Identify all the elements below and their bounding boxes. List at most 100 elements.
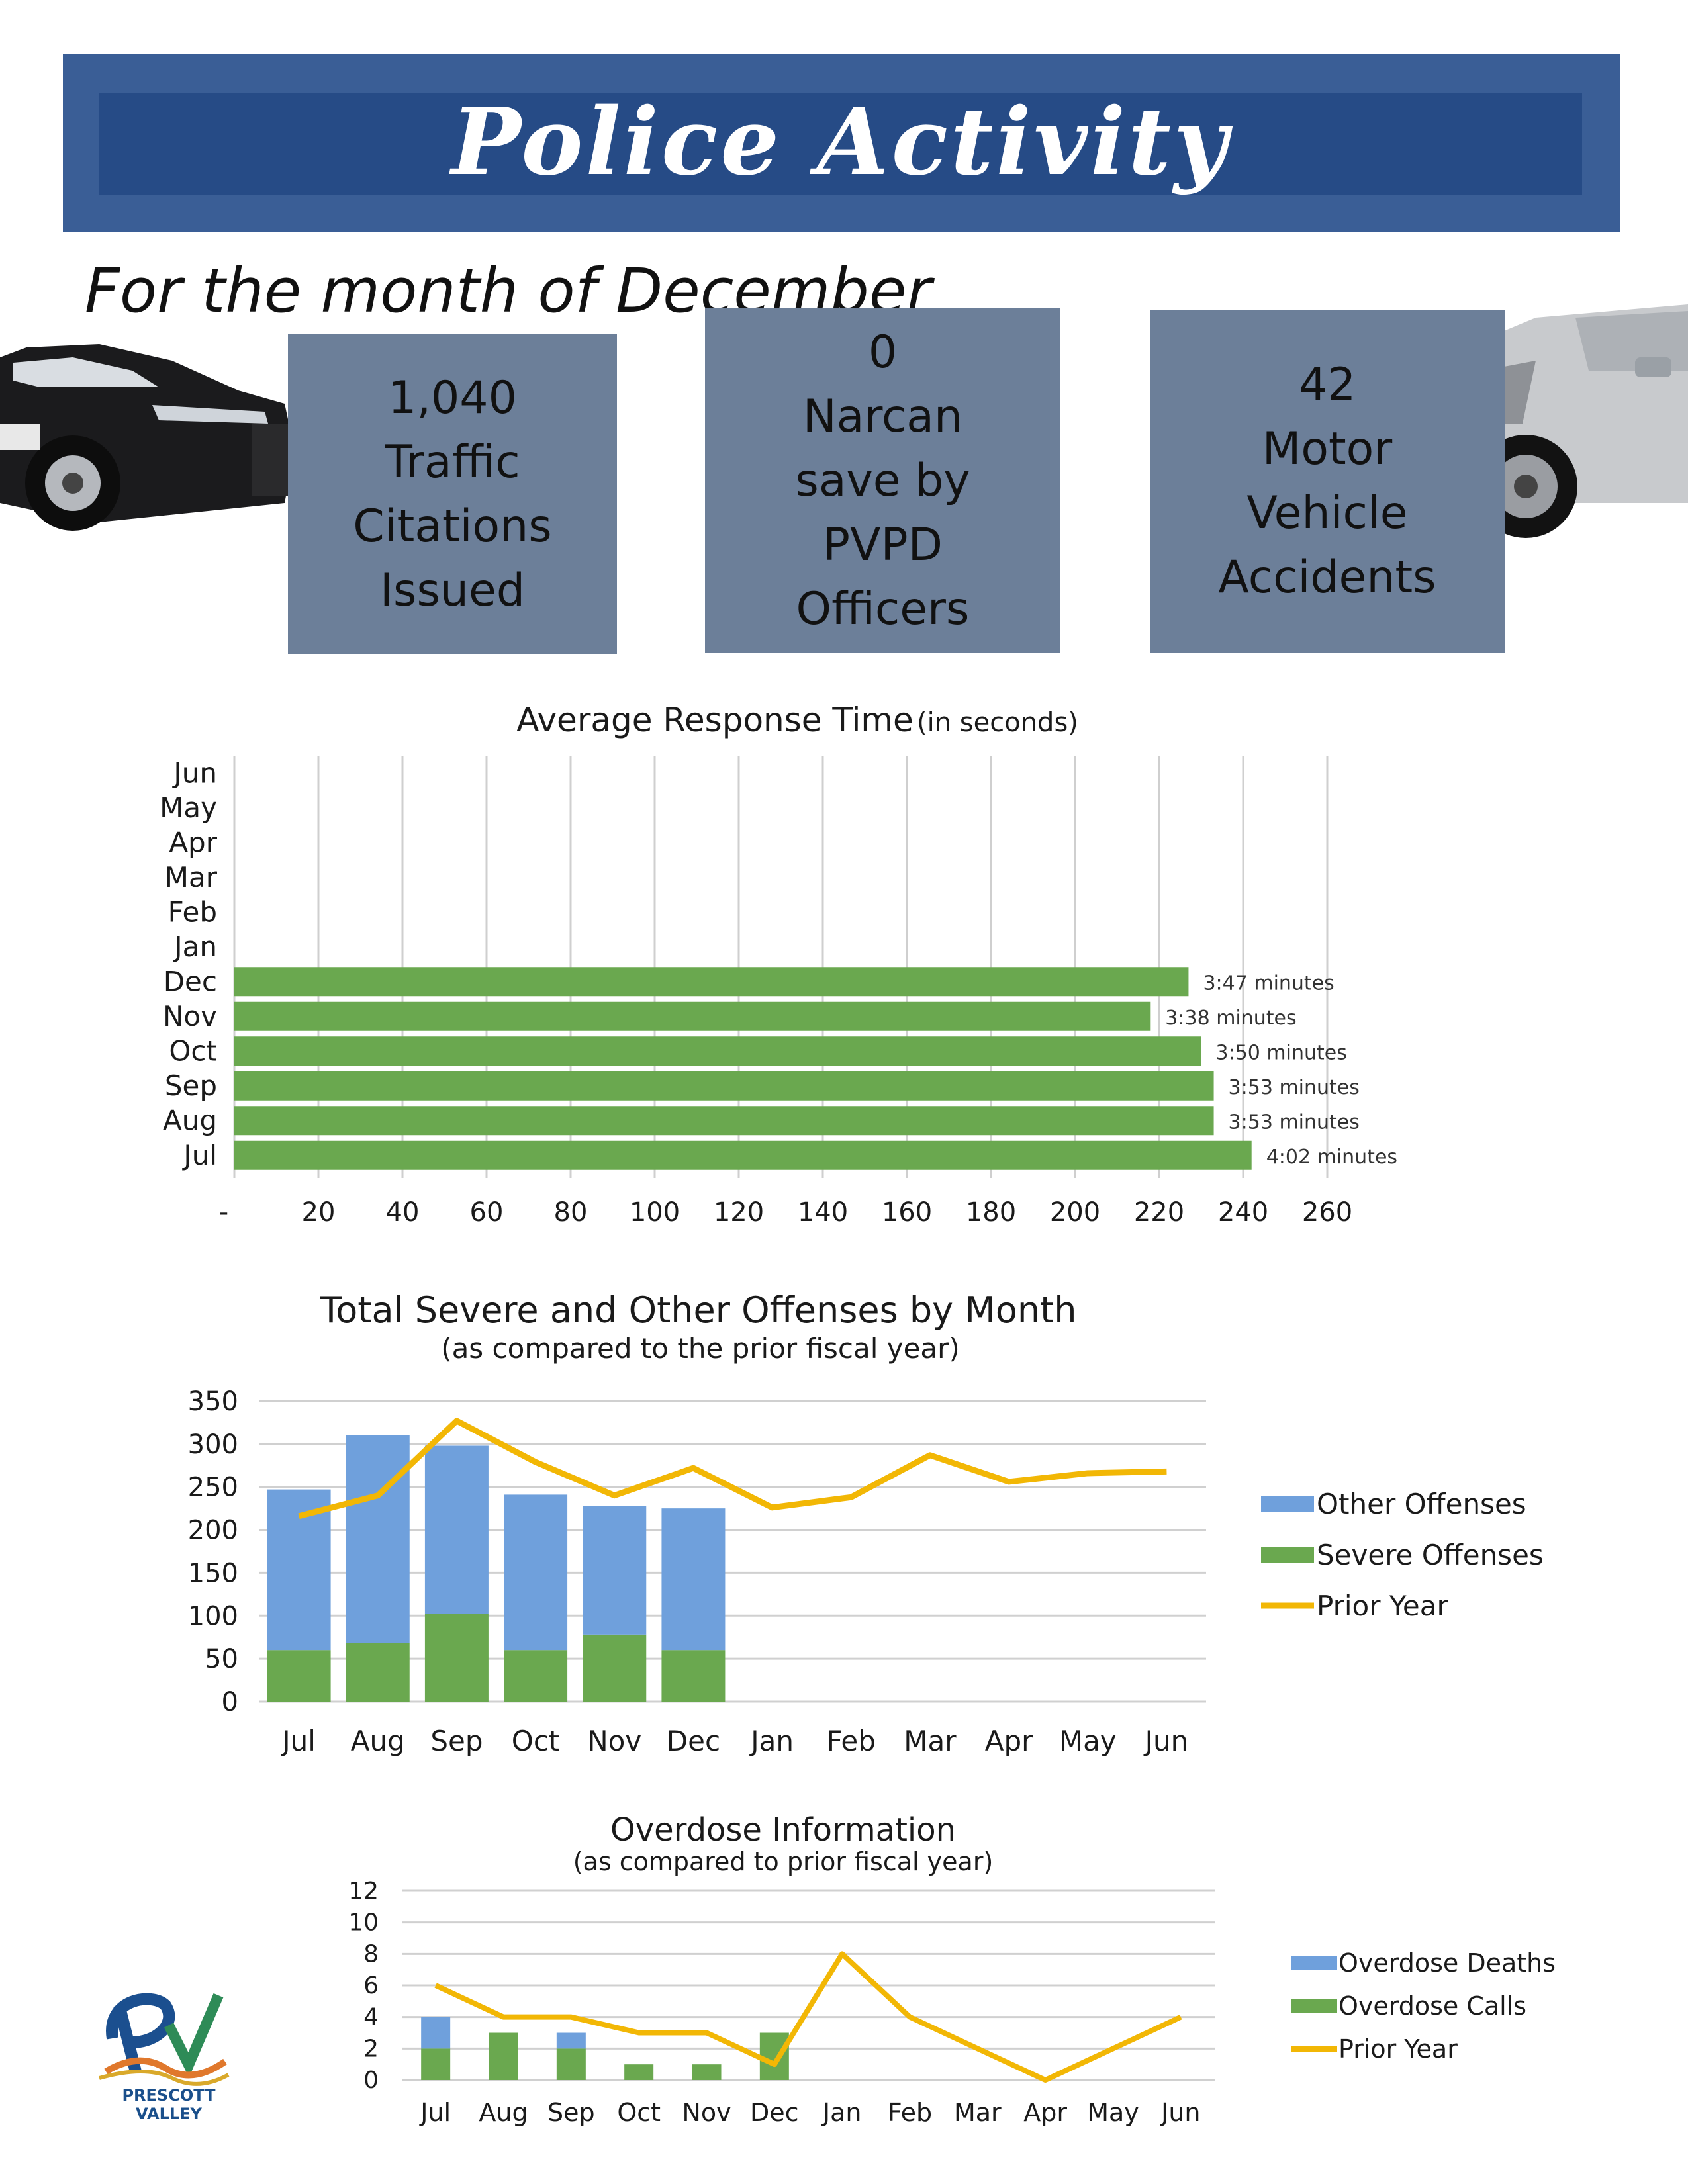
- response-y-tick-label: May: [160, 792, 217, 824]
- response-bar: [234, 967, 1189, 997]
- response-chart-title: Average Response Time: [516, 701, 914, 739]
- overdose-x-tick-label: Apr: [1023, 2098, 1067, 2127]
- response-y-tick-label: Mar: [165, 861, 218, 893]
- overdose-legend-swatch: [1291, 1956, 1337, 1970]
- offenses-legend-swatch: [1261, 1547, 1314, 1563]
- response-x-tick-label: 180: [966, 1197, 1016, 1228]
- response-y-tick-label: Jan: [172, 931, 217, 963]
- response-data-label: 3:47 minutes: [1203, 972, 1334, 995]
- response-bar: [234, 1001, 1151, 1031]
- logo-text: PRESCOTT VALLEY: [122, 2086, 216, 2123]
- overdose-x-tick-label: Jun: [1160, 2098, 1200, 2127]
- overdose-chart-subtitle: (as compared to prior fiscal year): [573, 1847, 994, 1876]
- offenses-legend-swatch: [1261, 1496, 1314, 1512]
- offenses-x-tick-label: Feb: [827, 1725, 876, 1757]
- overdose-bar-calls: [692, 2064, 722, 2080]
- overdose-x-tick-label: Nov: [682, 2098, 731, 2127]
- overdose-bar-calls: [759, 2032, 789, 2080]
- response-bar: [234, 1106, 1214, 1136]
- offenses-x-tick-label: Sep: [430, 1725, 483, 1757]
- offenses-prior-year-line: [298, 1418, 1167, 1520]
- overdose-legend-label: Overdose Deaths: [1338, 1948, 1556, 1978]
- overdose-bar-calls: [421, 2048, 451, 2080]
- offenses-x-tick-label: Nov: [587, 1725, 641, 1757]
- response-x-tick-label: 80: [554, 1197, 588, 1228]
- response-data-label: 3:38 minutes: [1165, 1007, 1296, 1030]
- response-data-label: 4:02 minutes: [1266, 1146, 1397, 1169]
- overdose-y-tick-label: 6: [363, 1972, 379, 1999]
- overdose-bar-calls: [624, 2064, 654, 2080]
- overdose-legend-swatch: [1291, 1999, 1337, 2013]
- response-x-tick-label: -: [219, 1197, 228, 1228]
- overdose-x-tick-label: Feb: [888, 2098, 932, 2127]
- offenses-x-tick-label: Oct: [512, 1725, 560, 1757]
- offenses-y-tick-label: 300: [188, 1430, 238, 1460]
- response-x-tick-label: 40: [386, 1197, 420, 1228]
- offenses-y-tick-label: 150: [188, 1558, 238, 1588]
- response-x-tick-label: 200: [1050, 1197, 1100, 1228]
- response-bar: [234, 1071, 1214, 1101]
- overdose-x-tick-label: May: [1087, 2098, 1139, 2127]
- stat-text: 0 Narcan save by PVPD Officers: [795, 326, 970, 635]
- offenses-y-tick-label: 0: [222, 1687, 238, 1717]
- overdose-x-tick-label: Aug: [479, 2098, 528, 2127]
- offenses-x-tick-label: Jan: [749, 1725, 794, 1757]
- overdose-chart-title: Overdose Information: [610, 1811, 956, 1848]
- response-x-tick-label: 240: [1218, 1197, 1268, 1228]
- page-title: Police Activity: [451, 88, 1231, 197]
- offenses-bar-other: [424, 1445, 489, 1614]
- overdose-y-tick-label: 0: [363, 2067, 379, 2094]
- offenses-bar-other: [346, 1435, 410, 1643]
- offenses-x-tick-label: Aug: [351, 1725, 405, 1757]
- overdose-y-tick-label: 12: [348, 1878, 379, 1905]
- overdose-legend-label: Overdose Calls: [1338, 1991, 1526, 2021]
- response-y-tick-label: Sep: [165, 1069, 217, 1102]
- offenses-bar-severe: [661, 1650, 726, 1702]
- response-x-tick-label: 140: [798, 1197, 848, 1228]
- response-y-tick-label: Jun: [171, 756, 217, 789]
- response-bar: [234, 1140, 1252, 1170]
- response-x-tick-label: 220: [1134, 1197, 1184, 1228]
- offenses-x-tick-label: Jul: [280, 1725, 316, 1757]
- stat-box-vehicle-accidents: 42 Motor Vehicle Accidents: [1150, 310, 1505, 653]
- offenses-legend-label: Other Offenses: [1317, 1488, 1526, 1520]
- offenses-bar-other: [267, 1489, 331, 1651]
- overdose-legend-label: Prior Year: [1338, 2034, 1458, 2064]
- overdose-bar-deaths: [556, 2032, 586, 2049]
- overdose-x-tick-label: Mar: [954, 2098, 1002, 2127]
- overdose-y-tick-label: 4: [363, 2004, 379, 2031]
- offenses-bar-severe: [583, 1634, 647, 1702]
- overdose-x-tick-label: Dec: [750, 2098, 799, 2127]
- stat-text: 1,040 Traffic Citations Issued: [353, 371, 552, 617]
- response-chart-title-note: (in seconds): [917, 707, 1078, 738]
- offenses-x-tick-label: May: [1059, 1725, 1117, 1757]
- response-x-tick-label: 260: [1302, 1197, 1352, 1228]
- response-y-tick-label: Aug: [163, 1104, 217, 1136]
- overdose-y-tick-label: 8: [363, 1940, 379, 1968]
- response-data-label: 3:53 minutes: [1229, 1076, 1360, 1099]
- offenses-x-tick-label: Dec: [667, 1725, 720, 1757]
- overdose-x-tick-label: Jan: [821, 2098, 862, 2127]
- stat-box-traffic-citations: 1,040 Traffic Citations Issued: [288, 334, 617, 654]
- offenses-chart-subtitle: (as compared to the prior fiscal year): [441, 1332, 960, 1365]
- offenses-y-tick-label: 100: [188, 1601, 238, 1631]
- overdose-bar-calls: [556, 2048, 586, 2080]
- stat-box-narcan-saves: 0 Narcan save by PVPD Officers: [705, 308, 1060, 653]
- offenses-bar-other: [661, 1508, 726, 1651]
- overdose-bar-calls: [489, 2032, 518, 2080]
- offenses-bar-severe: [346, 1643, 410, 1702]
- offenses-y-tick-label: 200: [188, 1516, 238, 1546]
- offenses-bar-severe: [424, 1614, 489, 1702]
- offenses-bar-severe: [267, 1650, 331, 1702]
- offenses-legend-label: Severe Offenses: [1317, 1539, 1544, 1571]
- offenses-y-tick-label: 350: [188, 1387, 238, 1417]
- response-data-label: 3:53 minutes: [1229, 1111, 1360, 1134]
- response-x-tick-label: 160: [882, 1197, 932, 1228]
- overdose-x-tick-label: Sep: [547, 2098, 595, 2127]
- response-y-tick-label: Apr: [169, 826, 217, 858]
- overdose-y-tick-label: 10: [348, 1909, 379, 1936]
- response-y-tick-label: Nov: [163, 1000, 217, 1032]
- response-x-tick-label: 20: [302, 1197, 336, 1228]
- offenses-x-tick-label: Apr: [985, 1725, 1033, 1757]
